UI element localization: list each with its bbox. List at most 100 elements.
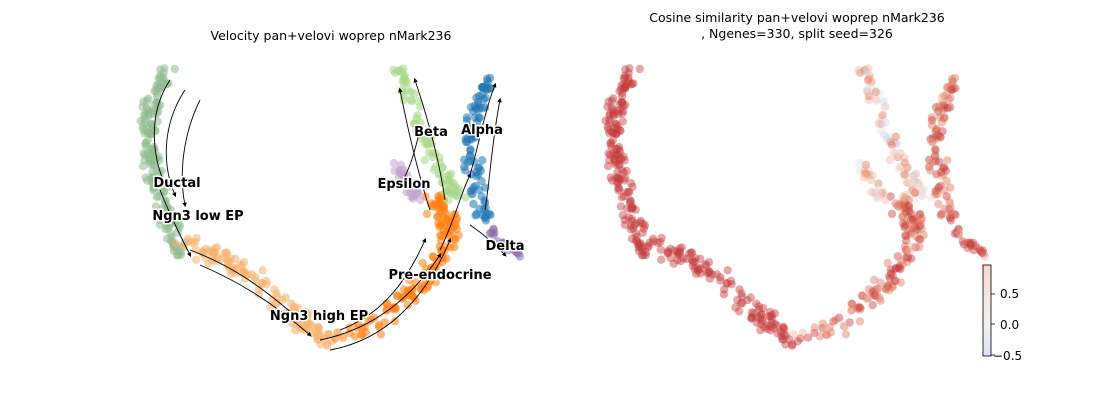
cell-point — [608, 105, 617, 114]
cell-point — [938, 163, 948, 172]
cell-point — [904, 201, 914, 210]
cell-point — [891, 199, 900, 208]
cell-point — [643, 242, 653, 252]
cell-point — [942, 176, 951, 186]
streamline — [329, 237, 452, 351]
cell-point — [666, 244, 675, 253]
cell-point — [916, 235, 925, 244]
cell-point — [631, 205, 640, 214]
cell-point — [272, 292, 282, 301]
cell-point — [847, 299, 856, 308]
cell-point — [902, 247, 911, 256]
cell-point — [621, 173, 630, 183]
cell-point — [675, 249, 685, 258]
cell-point — [490, 228, 499, 238]
streamline — [469, 82, 497, 176]
cell-point — [757, 315, 767, 324]
cell-point — [896, 162, 905, 172]
cell-point — [935, 132, 945, 141]
cell-point — [469, 183, 478, 192]
cell-point — [875, 89, 884, 98]
cell-point — [940, 163, 949, 172]
cell-point — [946, 83, 955, 92]
cell-point — [611, 160, 620, 169]
cell-point — [737, 292, 747, 301]
cell-point — [613, 107, 622, 116]
cell-point — [917, 186, 926, 196]
cell-point — [627, 234, 637, 243]
cell-point — [943, 211, 952, 220]
cell-point — [607, 103, 616, 112]
cell-point — [903, 163, 912, 173]
cell-point — [904, 253, 913, 262]
cell-point — [475, 113, 484, 122]
cell-point — [608, 149, 618, 158]
cell-point — [413, 111, 422, 120]
cell-point — [152, 193, 162, 202]
cell-point — [632, 237, 642, 246]
cell-point — [389, 65, 398, 75]
cell-point — [617, 84, 626, 94]
cell-point — [879, 188, 888, 197]
cell-point — [871, 87, 880, 97]
cell-point — [939, 91, 949, 101]
cell-point — [909, 231, 918, 240]
cell-point — [619, 168, 628, 177]
cell-point — [626, 204, 636, 213]
cell-point — [865, 71, 874, 80]
cell-point — [626, 224, 635, 234]
cell-point — [855, 305, 865, 314]
cell-point — [376, 330, 386, 339]
cell-point — [927, 113, 937, 122]
cell-point — [881, 284, 891, 293]
cell-point — [670, 246, 679, 255]
cell-point — [940, 204, 949, 214]
cell-point — [912, 169, 921, 178]
cell-point — [903, 218, 912, 227]
cell-point — [937, 171, 946, 181]
streamline — [159, 189, 192, 258]
cell-point — [636, 216, 645, 226]
cell-point — [886, 137, 895, 147]
cell-point — [619, 192, 629, 201]
cell-point — [931, 187, 940, 196]
cell-point — [935, 157, 944, 166]
cell-point — [609, 110, 618, 119]
cell-point — [776, 327, 786, 336]
cell-point — [673, 250, 683, 259]
cell-point — [151, 174, 160, 184]
cell-point — [864, 74, 874, 83]
cell-point — [747, 314, 756, 323]
cell-point — [611, 120, 621, 129]
cell-point — [947, 74, 957, 84]
cell-point — [950, 84, 959, 93]
cell-point — [619, 80, 628, 89]
cell-point — [604, 97, 613, 106]
cell-point — [966, 239, 975, 248]
cell-point — [289, 305, 299, 314]
cell-point — [933, 107, 943, 116]
cell-point — [931, 156, 940, 166]
cell-point — [481, 213, 490, 223]
cell-point — [958, 237, 967, 246]
cell-point — [959, 240, 969, 249]
cell-point — [938, 97, 948, 107]
cell-point — [883, 258, 892, 268]
cell-point — [964, 238, 973, 247]
cell-point — [902, 178, 912, 187]
cell-point — [793, 337, 802, 346]
cell-point — [673, 255, 682, 265]
cell-point — [357, 323, 367, 332]
cell-point — [943, 82, 952, 92]
cell-point — [902, 245, 911, 254]
cell-point — [860, 168, 869, 177]
cell-point — [845, 318, 854, 327]
cell-point — [963, 243, 972, 253]
cell-point — [138, 162, 148, 171]
cell-point — [926, 137, 936, 147]
cell-point — [891, 264, 900, 273]
cell-point — [931, 145, 940, 154]
cell-point — [915, 221, 924, 231]
cell-point — [691, 269, 701, 278]
cell-point — [787, 341, 797, 350]
